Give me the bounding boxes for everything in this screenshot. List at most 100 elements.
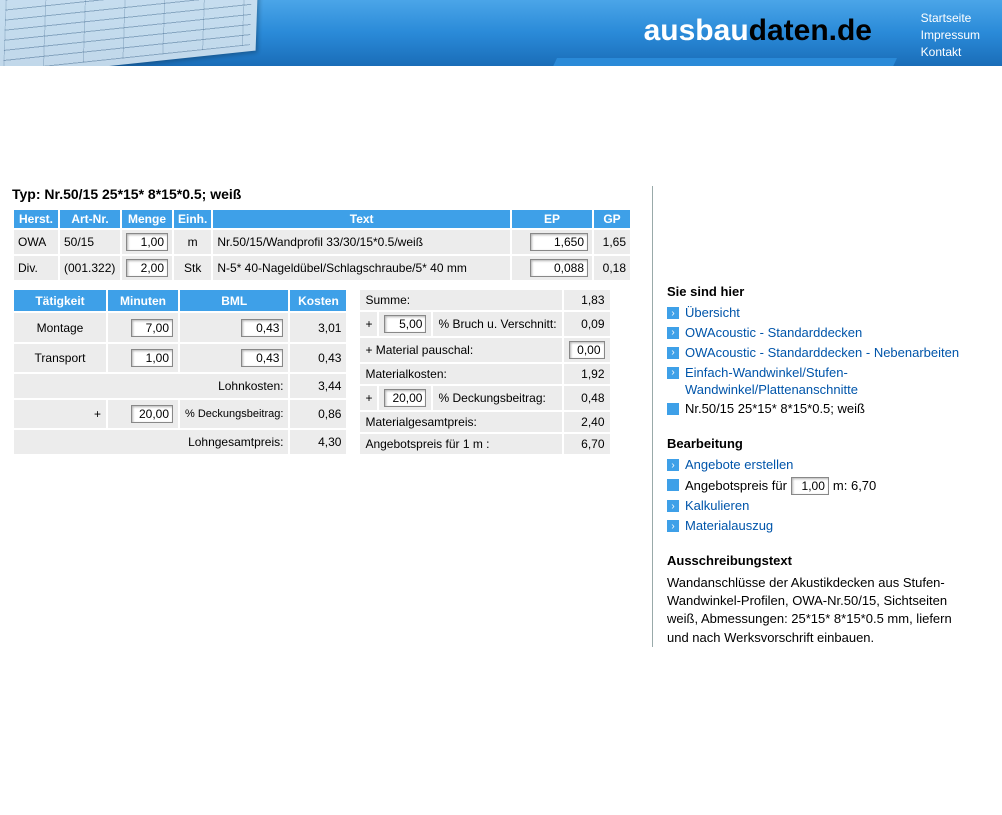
breadcrumb-link[interactable]: OWAcoustic - Standarddecken bbox=[685, 325, 862, 342]
table-row: Transport 0,43 bbox=[14, 344, 346, 372]
offer-price-post: m: 6,70 bbox=[833, 478, 876, 495]
cell-einh: m bbox=[174, 230, 211, 254]
bml-input[interactable] bbox=[241, 349, 283, 367]
deckungs-label: % Deckungsbeitrag: bbox=[180, 400, 288, 428]
chevron-right-icon: › bbox=[667, 520, 679, 532]
cell-bml bbox=[180, 313, 288, 341]
lohngesamt-value: 4,30 bbox=[290, 430, 346, 454]
bml-input[interactable] bbox=[241, 319, 283, 337]
plus-sign: + bbox=[360, 386, 377, 410]
plus-sign: + bbox=[360, 312, 377, 336]
ep-input[interactable] bbox=[530, 233, 588, 251]
offer-create-link[interactable]: Angebote erstellen bbox=[685, 457, 793, 474]
nav-impressum[interactable]: Impressum bbox=[921, 27, 980, 44]
offer-price-line: Angebotspreis für m: 6,70 bbox=[685, 477, 876, 495]
breadcrumb-link[interactable]: OWAcoustic - Standarddecken - Nebenarbei… bbox=[685, 345, 959, 362]
bruch-value: 0,09 bbox=[564, 312, 610, 336]
summary-table: Summe: 1,83 + % Bruch u. Verschnitt: 0,0… bbox=[358, 288, 611, 456]
cell-ep bbox=[512, 256, 592, 280]
material-table: Herst. Art-Nr. Menge Einh. Text EP GP OW… bbox=[12, 208, 632, 282]
mat-pauschal-input[interactable] bbox=[569, 341, 605, 359]
deckungs-input-cell bbox=[108, 400, 178, 428]
min-input[interactable] bbox=[131, 319, 173, 337]
cell-name: Montage bbox=[14, 313, 106, 341]
cell-menge bbox=[122, 256, 172, 280]
lohnkosten-label: Lohnkosten: bbox=[14, 374, 288, 398]
edit-head: Bearbeitung bbox=[667, 436, 962, 451]
cell-text: N-5* 40-Nageldübel/Schlagschraube/5* 40 … bbox=[213, 256, 510, 280]
cell-kosten: 3,01 bbox=[290, 313, 346, 341]
breadcrumb-head: Sie sind hier bbox=[667, 284, 962, 299]
mat-pauschal-cell bbox=[564, 338, 610, 362]
cell-gp: 0,18 bbox=[594, 256, 630, 280]
breadcrumb-item: › Übersicht bbox=[667, 305, 962, 322]
chevron-right-icon: › bbox=[667, 500, 679, 512]
logo[interactable]: ausbaudaten.de bbox=[644, 14, 872, 48]
square-icon: · bbox=[667, 479, 679, 491]
list-item: › Kalkulieren bbox=[667, 498, 962, 515]
summe-value: 1,83 bbox=[564, 290, 610, 310]
bruch-input[interactable] bbox=[384, 315, 426, 333]
list-item: ›Angebote erstellen bbox=[667, 457, 962, 474]
top-nav: Startseite Impressum Kontakt bbox=[921, 10, 980, 60]
breadcrumb-link[interactable]: Einfach-Wandwinkel/Stufen-Wandwinkel/Pla… bbox=[685, 365, 962, 399]
desc-text: Wandanschlüsse der Akustikdecken aus Stu… bbox=[667, 574, 962, 647]
th-menge: Menge bbox=[122, 210, 172, 228]
ep-input[interactable] bbox=[530, 259, 588, 277]
cell-ep bbox=[512, 230, 592, 254]
offer-qty-input[interactable] bbox=[791, 477, 829, 495]
th-minuten: Minuten bbox=[108, 290, 178, 311]
chevron-right-icon: › bbox=[667, 347, 679, 359]
edit-list: ›Angebote erstellen · Angebotspreis für … bbox=[667, 457, 962, 535]
matgesamt-value: 2,40 bbox=[564, 412, 610, 432]
mdeckungs-label: % Deckungsbeitrag: bbox=[433, 386, 561, 410]
breadcrumb-item: › Einfach-Wandwinkel/Stufen-Wandwinkel/Pl… bbox=[667, 365, 962, 399]
cell-artnr: (001.322) bbox=[60, 256, 120, 280]
deckungs-input[interactable] bbox=[131, 405, 173, 423]
cell-min bbox=[108, 313, 178, 341]
menge-input[interactable] bbox=[126, 233, 168, 251]
breadcrumb: › Übersicht › OWAcoustic - Standarddecken … bbox=[667, 305, 962, 418]
breadcrumb-item: › OWAcoustic - Standarddecken - Nebenarbe… bbox=[667, 345, 962, 362]
cell-einh: Stk bbox=[174, 256, 211, 280]
list-item: › Materialauszug bbox=[667, 518, 962, 535]
chevron-right-icon: › bbox=[667, 307, 679, 319]
content: Typ: Nr.50/15 25*15* 8*15*0.5; weiß Hers… bbox=[12, 186, 652, 647]
chevron-right-icon: › bbox=[667, 367, 679, 379]
main: Typ: Nr.50/15 25*15* 8*15*0.5; weiß Hers… bbox=[0, 66, 1002, 677]
square-icon: · bbox=[667, 403, 679, 415]
cell-gp: 1,65 bbox=[594, 230, 630, 254]
matkosten-value: 1,92 bbox=[564, 364, 610, 384]
menge-input[interactable] bbox=[126, 259, 168, 277]
cell-herst: Div. bbox=[14, 256, 58, 280]
table-row: OWA 50/15 m Nr.50/15/Wandprofil 33/30/15… bbox=[14, 230, 630, 254]
cell-herst: OWA bbox=[14, 230, 58, 254]
nav-kontakt[interactable]: Kontakt bbox=[921, 44, 980, 61]
th-herst: Herst. bbox=[14, 210, 58, 228]
mat-pauschal-label: + Material pauschal: bbox=[360, 338, 561, 362]
mdeckungs-input-cell bbox=[379, 386, 431, 410]
cell-min bbox=[108, 344, 178, 372]
th-ep: EP bbox=[512, 210, 592, 228]
th-taetigkeit: Tätigkeit bbox=[14, 290, 106, 311]
kalkulieren-link[interactable]: Kalkulieren bbox=[685, 498, 749, 515]
mdeckungs-input[interactable] bbox=[384, 389, 426, 407]
th-text: Text bbox=[213, 210, 510, 228]
chevron-right-icon: › bbox=[667, 327, 679, 339]
table-row: Div. (001.322) Stk N-5* 40-Nageldübel/Sc… bbox=[14, 256, 630, 280]
breadcrumb-current: Nr.50/15 25*15* 8*15*0.5; weiß bbox=[685, 401, 865, 418]
nav-home[interactable]: Startseite bbox=[921, 10, 980, 27]
breadcrumb-link[interactable]: Übersicht bbox=[685, 305, 740, 322]
breadcrumb-item: › OWAcoustic - Standarddecken bbox=[667, 325, 962, 342]
deckungs-value: 0,86 bbox=[290, 400, 346, 428]
th-bml: BML bbox=[180, 290, 288, 311]
cell-menge bbox=[122, 230, 172, 254]
labor-table: Tätigkeit Minuten BML Kosten Montage 3,0… bbox=[12, 288, 348, 456]
cell-bml bbox=[180, 344, 288, 372]
min-input[interactable] bbox=[131, 349, 173, 367]
lohngesamt-label: Lohngesamtpreis: bbox=[14, 430, 288, 454]
breadcrumb-item: · Nr.50/15 25*15* 8*15*0.5; weiß bbox=[667, 401, 962, 418]
lohnkosten-value: 3,44 bbox=[290, 374, 346, 398]
desc-head: Ausschreibungstext bbox=[667, 553, 962, 568]
material-link[interactable]: Materialauszug bbox=[685, 518, 773, 535]
